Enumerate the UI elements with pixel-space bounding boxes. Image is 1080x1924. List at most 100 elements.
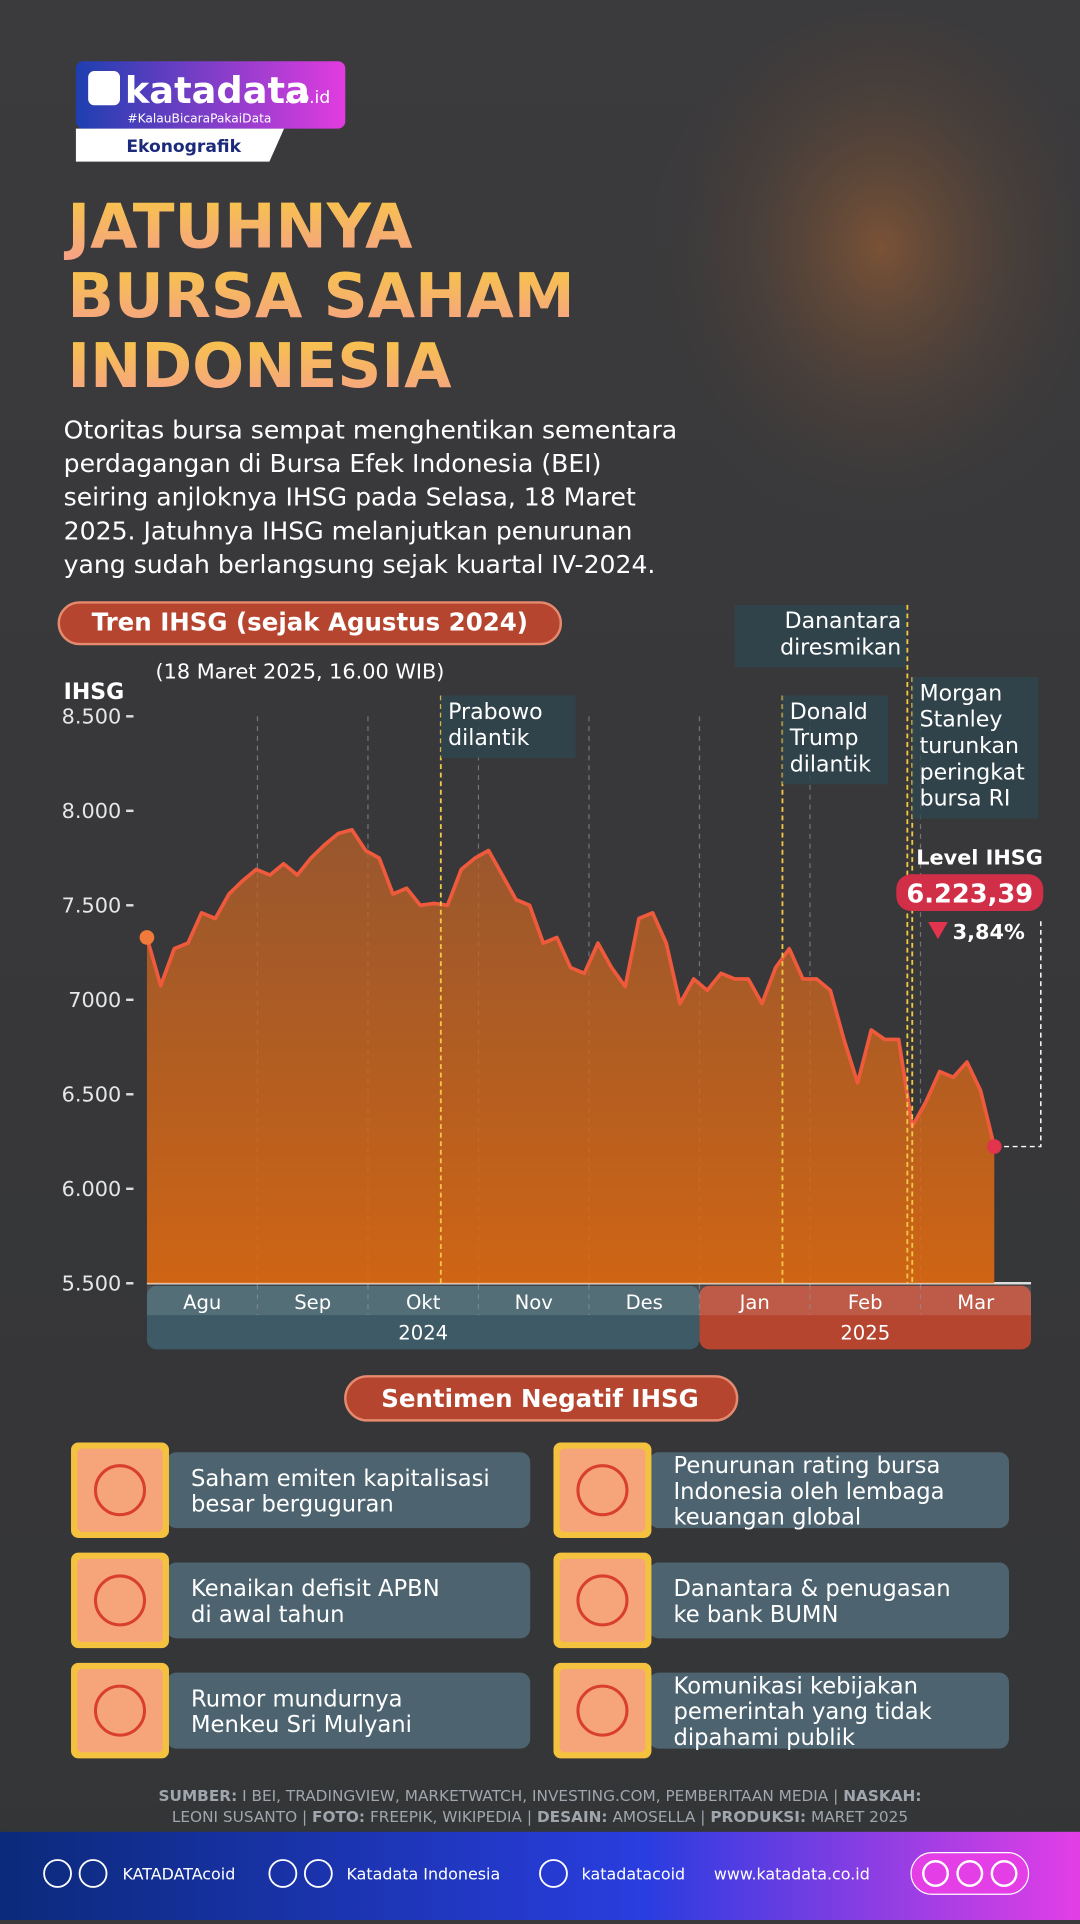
event-label: Danantara [785,609,902,634]
sentiment-text: pemerintah yang tidak [673,1699,932,1725]
level-connector [1004,918,1042,1148]
brand-domain: .co.id [284,88,330,108]
event-label: Morgan [920,681,1003,706]
sentiment-icon [576,1574,629,1627]
sentiment-icon-inner [559,1558,646,1643]
footer-handle[interactable]: Katadata Indonesia [347,1865,501,1884]
source-label: SUMBER: [159,1787,238,1805]
event-box [912,677,1039,819]
sentiment-text: Rumor mundurnya [191,1686,402,1712]
x-tick-label: Des [626,1291,663,1314]
logo-box [75,61,346,129]
sentiment-text-box [166,1672,531,1749]
sentiment-text: keuangan global [673,1504,861,1530]
section-box [75,128,285,162]
y-tick-label: 7000 [68,988,121,1012]
x-tick-label: Feb [848,1291,883,1314]
sentiment-icon-inner [559,1448,646,1532]
source-label: DESAIN: [537,1808,608,1826]
x-axis-month-row [146,1285,1032,1316]
event-label: Donald [790,700,868,725]
event-label: Trump [789,726,859,751]
year-label: 2025 [840,1322,890,1345]
y-tick-label: 6.500 [62,1083,122,1107]
sentiment-text-box [648,1452,1009,1529]
x-axis-band [699,1285,1032,1350]
sentiment-text: Penurunan rating bursa [673,1453,940,1479]
sentiment-icon-inner [77,1558,163,1643]
footer-web[interactable]: www.katadata.co.id [714,1865,870,1884]
icon-instagram[interactable] [539,1859,568,1888]
y-axis-label: IHSG [64,680,125,705]
y-tick-label: 7.500 [62,894,122,918]
event-label: dilantik [790,752,871,777]
sentiment-icon [576,1684,629,1737]
sentiment-text: Kenaikan defisit APBN [191,1576,440,1602]
sentiment-icon [93,1684,147,1737]
icon-facebook[interactable] [268,1859,298,1888]
intro-line: 2025. Jatuhnya IHSG melanjutkan penuruna… [64,516,633,545]
event-label: peringkat [920,760,1026,785]
sentiment-text: di awal tahun [191,1602,344,1628]
sentiment-text-box [166,1562,531,1639]
sentiment-text: Menkeu Sri Mulyani [191,1712,412,1738]
x-tick-label: Jan [738,1291,770,1314]
sentiment-text: Indonesia oleh lembaga [673,1479,944,1505]
license-icon [990,1860,1018,1887]
sentiment-icon [93,1574,147,1627]
sentiment-icon-inner [77,1448,163,1532]
source-text: FREEPIK, WIKIPEDIA | [370,1808,532,1826]
source-line: SUMBER: I BEI, TRADINGVIEW, MARKETWATCH, … [159,1787,922,1805]
photo-shade [636,12,1080,600]
intro-line: perdagangan di Bursa Efek Indonesia (BEI… [64,449,602,478]
x-axis-band [146,1285,700,1350]
license-badge [910,1852,1030,1895]
event-box [782,695,888,785]
icon-x[interactable] [43,1859,72,1888]
icon-linkedin[interactable] [78,1859,108,1888]
intro-line: yang sudah berlangsung sejak kuartal IV-… [64,550,656,579]
line [145,827,997,1148]
sentiment-title: Sentimen Negatif IHSG [381,1384,698,1413]
event-label: Prabowo [448,700,542,725]
footer-handle[interactable]: KATADATAcoid [122,1865,235,1884]
y-tick-label: 8.500 [62,705,122,729]
sentiment-icon [93,1464,147,1517]
source-text: LEONI SUSANTO | [172,1808,307,1826]
sentiment-icon-inner [559,1668,646,1753]
source-text: MARET 2025 [811,1808,908,1826]
sentiment-icon-inner [77,1668,163,1753]
sentiment-text: besar berguguran [191,1492,394,1518]
icon-youtube[interactable] [303,1859,333,1888]
x-tick-label: Sep [294,1291,331,1314]
section: Ekonografik [126,137,241,157]
event-box [440,695,576,758]
chart-subtitle: (18 Maret 2025, 16.00 WIB) [156,659,445,683]
brand: katadata [125,69,310,112]
change-label: 3,84% [953,920,1025,944]
source-line: LEONI SUSANTO | FOTO: FREEPIK, WIKIPEDIA |… [172,1808,908,1826]
footer-handle[interactable]: katadatacoid [582,1865,685,1884]
y-tick-label: 8.000 [62,799,122,823]
level-box [896,874,1044,912]
source-text: I BEI, TRADINGVIEW, MARKETWATCH, INVESTI… [242,1787,838,1805]
event-label: dilantik [448,726,529,751]
sentiment-text-box [166,1452,531,1529]
license-icon [922,1860,949,1887]
event-label: turunkan [920,734,1019,759]
tagline: #KalauBicaraPakaiData [127,111,271,125]
level-value: 6.223,39 [906,879,1033,909]
y-tick-label: 5.500 [62,1272,122,1296]
x-tick-label: Nov [515,1291,553,1314]
event-box [734,604,907,668]
title-line: INDONESIA [67,331,452,402]
start-point [139,930,155,945]
chart-title: Tren IHSG (sejak Agustus 2024) [92,608,528,637]
x-tick-label: Okt [406,1291,441,1314]
source-label: FOTO: [312,1808,365,1826]
logo-mark [88,71,120,106]
license-icon [956,1860,984,1887]
intro-line: Otoritas bursa sempat menghentikan semen… [64,415,678,444]
level-title: Level IHSG [916,845,1043,869]
